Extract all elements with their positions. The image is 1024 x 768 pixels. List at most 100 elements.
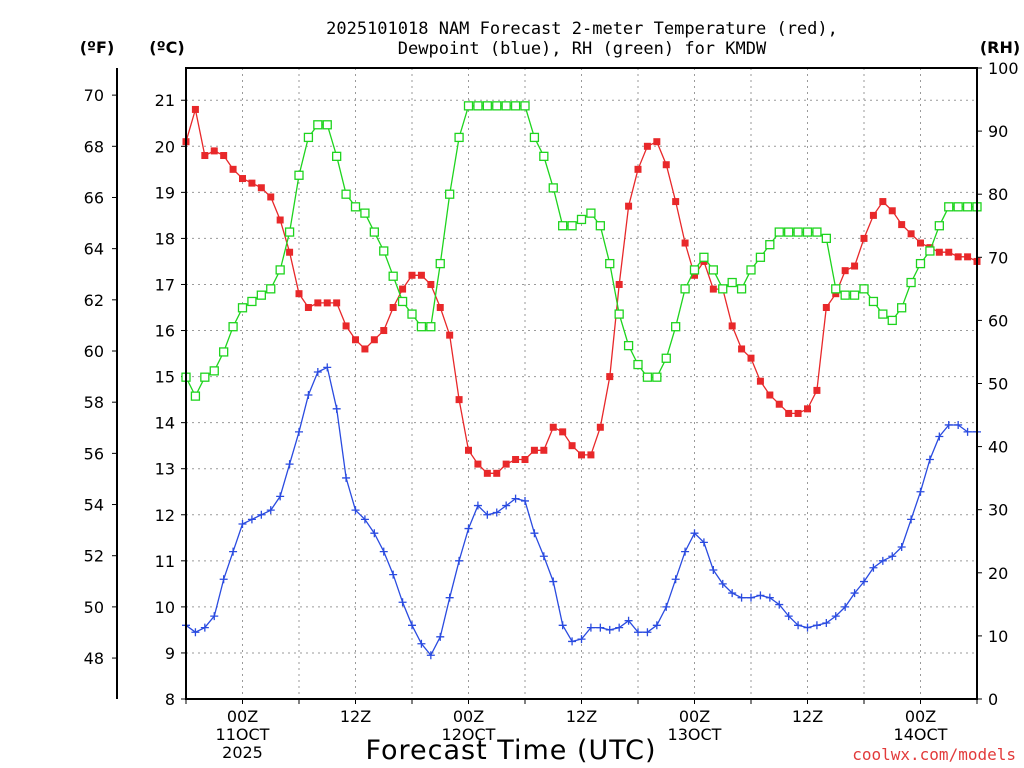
dewpoint-point xyxy=(944,420,953,429)
dewpoint-point xyxy=(954,420,963,429)
temperature-point xyxy=(267,193,275,201)
rh-point xyxy=(360,208,370,218)
rh-point xyxy=(840,290,850,300)
rh-axis: 0 10 20 30 40 50 60 70 80 90 100 xyxy=(977,59,1019,709)
dewpoint-point xyxy=(803,623,812,632)
celsius-tick-label: 10 xyxy=(155,598,175,617)
rh-point xyxy=(388,271,398,281)
x-axis-title: Forecast Time (UTC) xyxy=(365,735,656,766)
rh-point xyxy=(614,309,624,319)
fahrenheit-tick-label: 62 xyxy=(84,291,104,310)
rh-point xyxy=(435,258,445,269)
dewpoint-point xyxy=(219,575,228,584)
temperature-point xyxy=(634,165,642,173)
rh-point xyxy=(699,252,709,262)
temperature-point xyxy=(220,152,228,160)
temperature-point xyxy=(502,460,510,468)
celsius-tick-label: 20 xyxy=(155,137,175,156)
dewpoint-point xyxy=(747,593,755,602)
temperature-point xyxy=(766,391,774,399)
dewpoint-point xyxy=(681,547,690,556)
rh-point xyxy=(501,101,511,111)
rh-point xyxy=(567,221,577,231)
dewpoint-point xyxy=(652,621,661,630)
rh-point xyxy=(548,183,558,193)
rh-point xyxy=(529,132,540,143)
rh-line xyxy=(185,105,977,398)
dewpoint-point xyxy=(605,625,614,634)
dewpoint-point xyxy=(596,623,605,632)
fahrenheit-tick-label: 70 xyxy=(84,86,104,105)
dewpoint-point xyxy=(869,563,878,572)
temperature-point xyxy=(917,239,924,247)
temperature-point xyxy=(643,142,651,150)
dewpoint-point xyxy=(756,591,765,600)
dewpoint-point xyxy=(643,628,652,637)
dewpoint-point xyxy=(313,367,322,376)
temperature-point xyxy=(210,147,218,155)
dewpoint-point xyxy=(323,363,332,372)
celsius-tick-label: 11 xyxy=(155,552,175,571)
rh-point xyxy=(228,322,238,332)
temperature-point xyxy=(841,267,849,275)
dewpoint-point xyxy=(831,612,840,621)
dewpoint-point xyxy=(812,621,821,630)
temperature-point xyxy=(521,455,529,463)
fahrenheit-tick-label: 66 xyxy=(84,188,104,207)
rh-unit-label: (RH) xyxy=(980,38,1020,57)
dewpoint-point xyxy=(511,494,520,503)
temperature-point xyxy=(380,327,388,335)
temperature-point xyxy=(295,290,303,298)
dewpoint-point xyxy=(332,404,341,413)
rh-point xyxy=(755,252,766,262)
dewpoint-point xyxy=(728,589,737,598)
dewpoint-point xyxy=(878,556,887,565)
rh-point xyxy=(671,322,681,332)
dewpoint-point xyxy=(549,577,558,586)
dewpoint-point xyxy=(690,529,699,538)
temperature-point xyxy=(323,299,331,307)
temperature-point xyxy=(813,386,821,394)
celsius-tick-label: 19 xyxy=(155,183,175,202)
celsius-tick-label: 15 xyxy=(155,368,175,387)
temperature-point xyxy=(954,253,962,261)
celsius-tick-label: 16 xyxy=(155,322,175,341)
temperature-point xyxy=(860,234,868,242)
rh-point xyxy=(605,258,615,269)
time-tick-label: 13OCT xyxy=(668,725,722,744)
dewpoint-point xyxy=(850,589,859,598)
rh-point xyxy=(209,366,219,376)
temperature-point xyxy=(474,460,482,468)
rh-point xyxy=(718,284,728,294)
dewpoint-point xyxy=(342,473,351,482)
dewpoint-point xyxy=(671,575,680,584)
rh-point xyxy=(953,202,963,212)
rh-point xyxy=(539,151,549,161)
temperature-point xyxy=(596,423,604,431)
rh-point xyxy=(689,265,700,275)
dewpoint-point xyxy=(539,552,548,561)
rh-point xyxy=(746,265,756,275)
rh-point xyxy=(934,221,944,231)
credit-text: coolwx.com/models xyxy=(852,745,1016,764)
rh-point xyxy=(878,309,888,319)
fahrenheit-tick-label: 52 xyxy=(84,547,104,566)
celsius-tick-label: 14 xyxy=(155,414,175,433)
celsius-tick-label: 9 xyxy=(165,644,175,663)
rh-point xyxy=(595,221,605,231)
celsius-tick-label: 18 xyxy=(155,229,175,248)
dewpoint-point xyxy=(718,579,727,588)
temperature-point xyxy=(446,331,454,339)
fahrenheit-unit-label: (ºF) xyxy=(80,38,115,57)
dewpoint-point xyxy=(615,623,624,632)
rh-point xyxy=(379,246,389,256)
temperature-point xyxy=(239,175,246,183)
rh-point xyxy=(925,246,935,256)
dewpoint-point xyxy=(775,600,784,609)
temperature-point xyxy=(568,442,576,450)
rh-point xyxy=(962,202,973,212)
temperature-point xyxy=(832,290,840,298)
rh-point xyxy=(520,101,530,111)
dewpoint-point xyxy=(822,619,831,628)
